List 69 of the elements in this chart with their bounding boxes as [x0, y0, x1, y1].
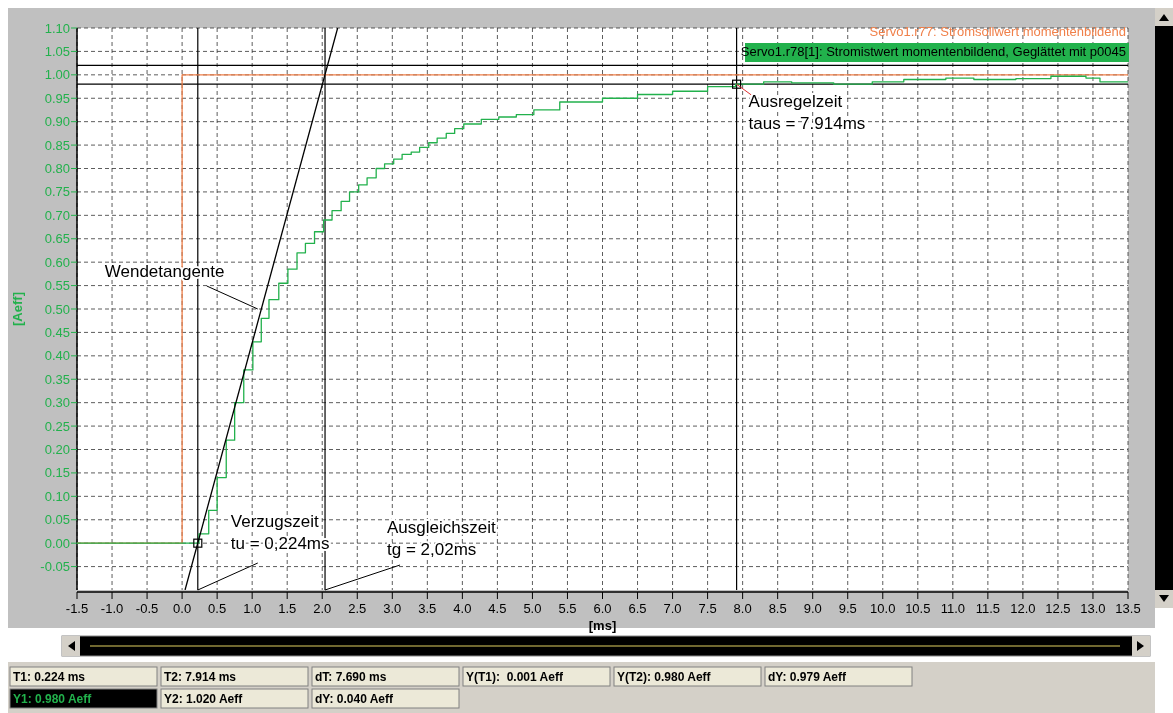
y-tick-label: 0.55: [44, 278, 70, 294]
x-tick-label: 11.5: [975, 601, 1001, 616]
text: Y(T2): 0.980 Aeff: [617, 670, 712, 684]
y-tick-label: 0.70: [44, 207, 70, 223]
x-tick-label: 2.0: [313, 601, 332, 616]
y-tick-label: 0.25: [44, 418, 70, 434]
text: dY: 0.979 Aeff: [768, 670, 848, 684]
x-tick-label: -1.0: [100, 601, 124, 616]
x-tick-label: 10.5: [905, 601, 931, 616]
x-tick-label: 13.5: [1115, 601, 1141, 616]
y-tick-label: 0.05: [44, 512, 70, 528]
x-tick-label: 8.0: [733, 601, 752, 616]
x-tick-label: 5.5: [558, 601, 577, 616]
x-tick-label: 0.5: [208, 601, 227, 616]
y-tick-label: 0.95: [44, 90, 70, 106]
y-tick-label: 0.20: [44, 442, 70, 458]
y-tick-label: 0.30: [44, 395, 70, 411]
text: dY: 0.040 Aeff: [315, 692, 395, 706]
y-tick-label: 0.85: [44, 137, 70, 153]
x-tick-label: -1.5: [65, 601, 89, 616]
x-tick-label: 12.5: [1045, 601, 1071, 616]
text: T1: 0.224 ms: [13, 670, 86, 684]
x-tick-label: 9.0: [803, 601, 822, 616]
x-tick-label: 3.5: [418, 601, 437, 616]
x-tick-label: 13.0: [1080, 601, 1106, 616]
y-tick-label: 0.65: [44, 231, 70, 247]
x-axis-title: [ms]: [588, 618, 617, 633]
x-tick-label: 7.5: [698, 601, 717, 616]
text: dT: 7.690 ms: [315, 670, 387, 684]
y-tick-label: 0.60: [44, 254, 70, 270]
y-tick-label: 1.05: [44, 43, 70, 59]
y-tick-label: -0.05: [40, 559, 70, 575]
y-tick-label: 0.80: [44, 161, 70, 177]
x-tick-label: 10.0: [870, 601, 896, 616]
y-tick-label: 0.90: [44, 114, 70, 130]
text: T2: 7.914 ms: [164, 670, 237, 684]
x-tick-label: 3.0: [383, 601, 402, 616]
y-tick-label: 0.50: [44, 301, 70, 317]
x-tick-label: 4.5: [488, 601, 507, 616]
x-tick-label: 9.5: [838, 601, 857, 616]
annotation: Ausregelzeit taus = 7.914ms: [748, 92, 866, 134]
text: Y(T1): 0.001 Aeff: [466, 670, 564, 684]
y-tick-label: 0.00: [44, 535, 70, 551]
x-tick-label: 8.5: [768, 601, 787, 616]
y-tick-label: 1.10: [44, 20, 70, 36]
y-tick-label: 0.45: [44, 324, 70, 340]
x-tick-label: 7.0: [663, 601, 682, 616]
x-tick-label: 6.5: [628, 601, 647, 616]
x-tick-label: 1.0: [243, 601, 262, 616]
x-tick-label: -0.5: [135, 601, 159, 616]
y-tick-label: 0.40: [44, 348, 70, 364]
x-tick-label: 11.0: [940, 601, 966, 616]
y-tick-label: 1.00: [44, 67, 70, 83]
x-tick-label: 0.0: [173, 601, 192, 616]
y-tick-label: 0.75: [44, 184, 70, 200]
x-tick-label: 2.5: [348, 601, 367, 616]
y-axis-title: [Aeff]: [10, 292, 25, 326]
x-tick-label: 4.0: [453, 601, 472, 616]
x-tick-label: 5.0: [523, 601, 542, 616]
y-tick-label: 0.35: [44, 371, 70, 387]
annotation: Ausgleichszeit tg = 2,02ms: [387, 518, 496, 559]
x-tick-label: 12.0: [1010, 601, 1036, 616]
y-tick-label: 0.10: [44, 488, 70, 504]
text: Servo1.r77: Stromsollwert momentenbildend: [869, 24, 1126, 39]
text: Y2: 1.020 Aeff: [164, 692, 244, 706]
y-tick-label: 0.15: [44, 465, 70, 481]
x-tick-label: 1.5: [278, 601, 297, 616]
text: Y1: 0.980 Aeff: [13, 692, 93, 706]
x-tick-label: 6.0: [593, 601, 612, 616]
